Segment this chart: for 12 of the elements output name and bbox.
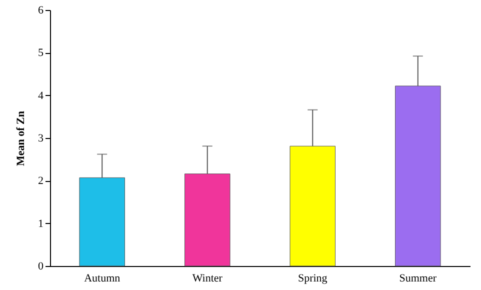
x-tick-label: Autumn <box>84 272 121 284</box>
x-tick-label: Summer <box>399 272 437 284</box>
y-tick-label: 3 <box>38 132 44 144</box>
y-tick-label: 2 <box>38 175 44 188</box>
y-tick-label: 4 <box>38 90 44 102</box>
y-axis-title: Mean of Zn <box>15 111 27 166</box>
x-tick-label: Winter <box>192 272 223 284</box>
y-tick-label: 6 <box>38 4 44 16</box>
x-tick-label: Spring <box>298 272 328 284</box>
y-tick-label: 1 <box>38 218 44 230</box>
y-tick-label: 5 <box>38 47 44 60</box>
y-tick-label: 0 <box>38 260 44 272</box>
